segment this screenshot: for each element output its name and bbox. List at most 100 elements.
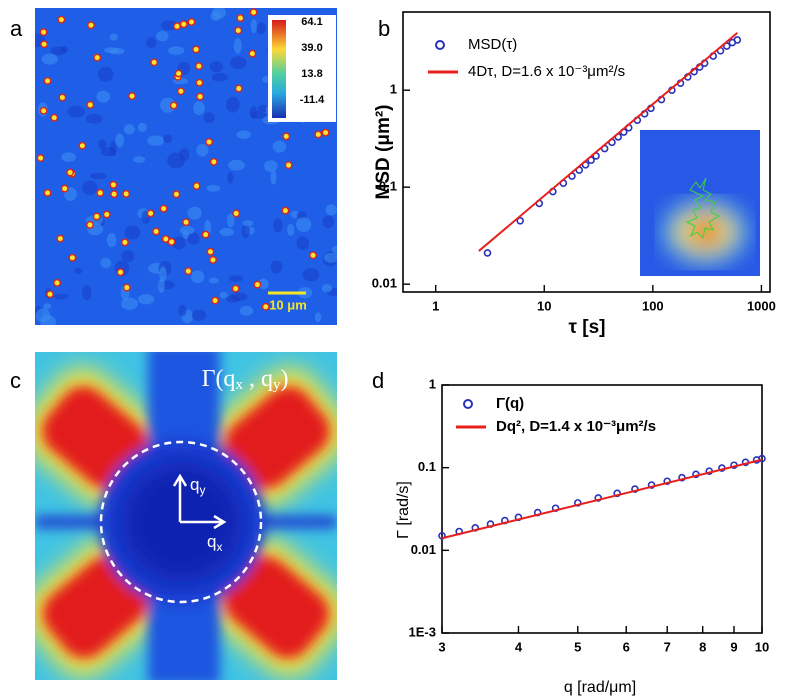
texture	[203, 112, 215, 123]
particle	[314, 130, 323, 139]
title-part: y	[273, 377, 281, 393]
texture	[109, 48, 125, 55]
particle	[68, 253, 77, 262]
colorbar-label: 13.8	[301, 68, 322, 80]
y-tick-label: 0.1	[418, 459, 436, 474]
legend-marker	[435, 40, 445, 50]
texture	[226, 213, 235, 228]
texture	[230, 292, 248, 301]
particle	[195, 78, 204, 87]
particle	[57, 15, 66, 24]
texture	[97, 139, 107, 150]
y-axis-label: MSD (μm²)	[373, 105, 394, 200]
particle	[109, 180, 118, 189]
texture	[123, 124, 135, 135]
texture	[242, 220, 254, 227]
y-tick-label: 0.1	[379, 179, 397, 194]
label-part: q	[207, 532, 216, 551]
texture	[264, 160, 278, 172]
texture	[250, 18, 258, 34]
texture	[43, 303, 52, 310]
texture	[296, 236, 310, 250]
panel-label: c	[10, 368, 21, 393]
texture	[249, 105, 258, 119]
particle	[122, 283, 131, 292]
panel-label: a	[10, 16, 23, 41]
texture	[273, 218, 283, 233]
particle	[248, 49, 257, 58]
texture	[322, 215, 335, 229]
particle	[184, 267, 193, 276]
data-point	[758, 454, 766, 463]
texture	[321, 284, 333, 293]
fit-line	[478, 32, 738, 252]
particle	[205, 138, 214, 146]
particle	[179, 20, 188, 29]
image-title: Γ(qx , qy)	[202, 366, 289, 394]
colorbar-label: -11.4	[300, 94, 325, 106]
texture	[85, 113, 103, 124]
y-tick-label: 0.01	[372, 276, 397, 291]
texture	[50, 46, 67, 56]
texture	[233, 37, 242, 54]
particle	[43, 76, 52, 85]
legend-marker	[463, 399, 473, 409]
trajectory	[685, 177, 721, 240]
particle	[196, 92, 205, 101]
texture	[137, 122, 147, 132]
texture	[67, 105, 86, 118]
x-tick-label: 8	[699, 639, 706, 654]
particle	[173, 22, 181, 31]
particle	[86, 100, 95, 109]
particle	[78, 141, 87, 150]
particle	[282, 132, 291, 141]
texture	[81, 180, 98, 195]
texture	[61, 152, 77, 162]
texture	[121, 250, 135, 263]
colorbar	[272, 20, 286, 118]
title-part: x	[235, 377, 243, 393]
texture	[145, 37, 157, 48]
spectrum-image	[35, 352, 337, 680]
texture	[331, 246, 337, 254]
texture	[325, 204, 337, 216]
particle	[177, 87, 185, 96]
particle	[234, 84, 243, 93]
particle	[122, 189, 131, 198]
particle	[192, 45, 201, 54]
texture	[89, 172, 107, 180]
title-part: , q	[243, 366, 273, 392]
particle	[50, 113, 59, 122]
texture	[147, 135, 165, 146]
particle	[284, 161, 293, 170]
particle	[58, 93, 67, 102]
particle	[249, 8, 258, 17]
x-tick-label: 5	[574, 639, 581, 654]
y-tick-label: 1	[429, 376, 436, 391]
x-tick-label: 10	[537, 298, 551, 313]
texture	[256, 22, 266, 35]
x-tick-label: 1000	[747, 298, 776, 313]
texture	[178, 304, 187, 317]
data-point	[613, 489, 622, 498]
particle	[209, 255, 217, 264]
particle	[167, 237, 176, 246]
data-point	[722, 42, 731, 50]
texture	[74, 267, 83, 274]
particle	[152, 227, 161, 236]
x-tick-label: 3	[438, 639, 445, 654]
colorbar-label: 39.0	[301, 42, 322, 54]
dashed-circle	[99, 440, 263, 604]
panel-label: b	[378, 16, 390, 41]
texture	[323, 252, 337, 263]
particle	[211, 296, 220, 305]
texture	[196, 143, 209, 157]
x-tick-label: 1	[432, 298, 439, 313]
particle	[39, 106, 48, 115]
particle	[309, 251, 317, 260]
label-part: y	[199, 483, 205, 497]
plot-frame	[402, 11, 771, 293]
particle	[209, 157, 218, 166]
particle	[321, 128, 330, 137]
texture	[109, 33, 118, 41]
